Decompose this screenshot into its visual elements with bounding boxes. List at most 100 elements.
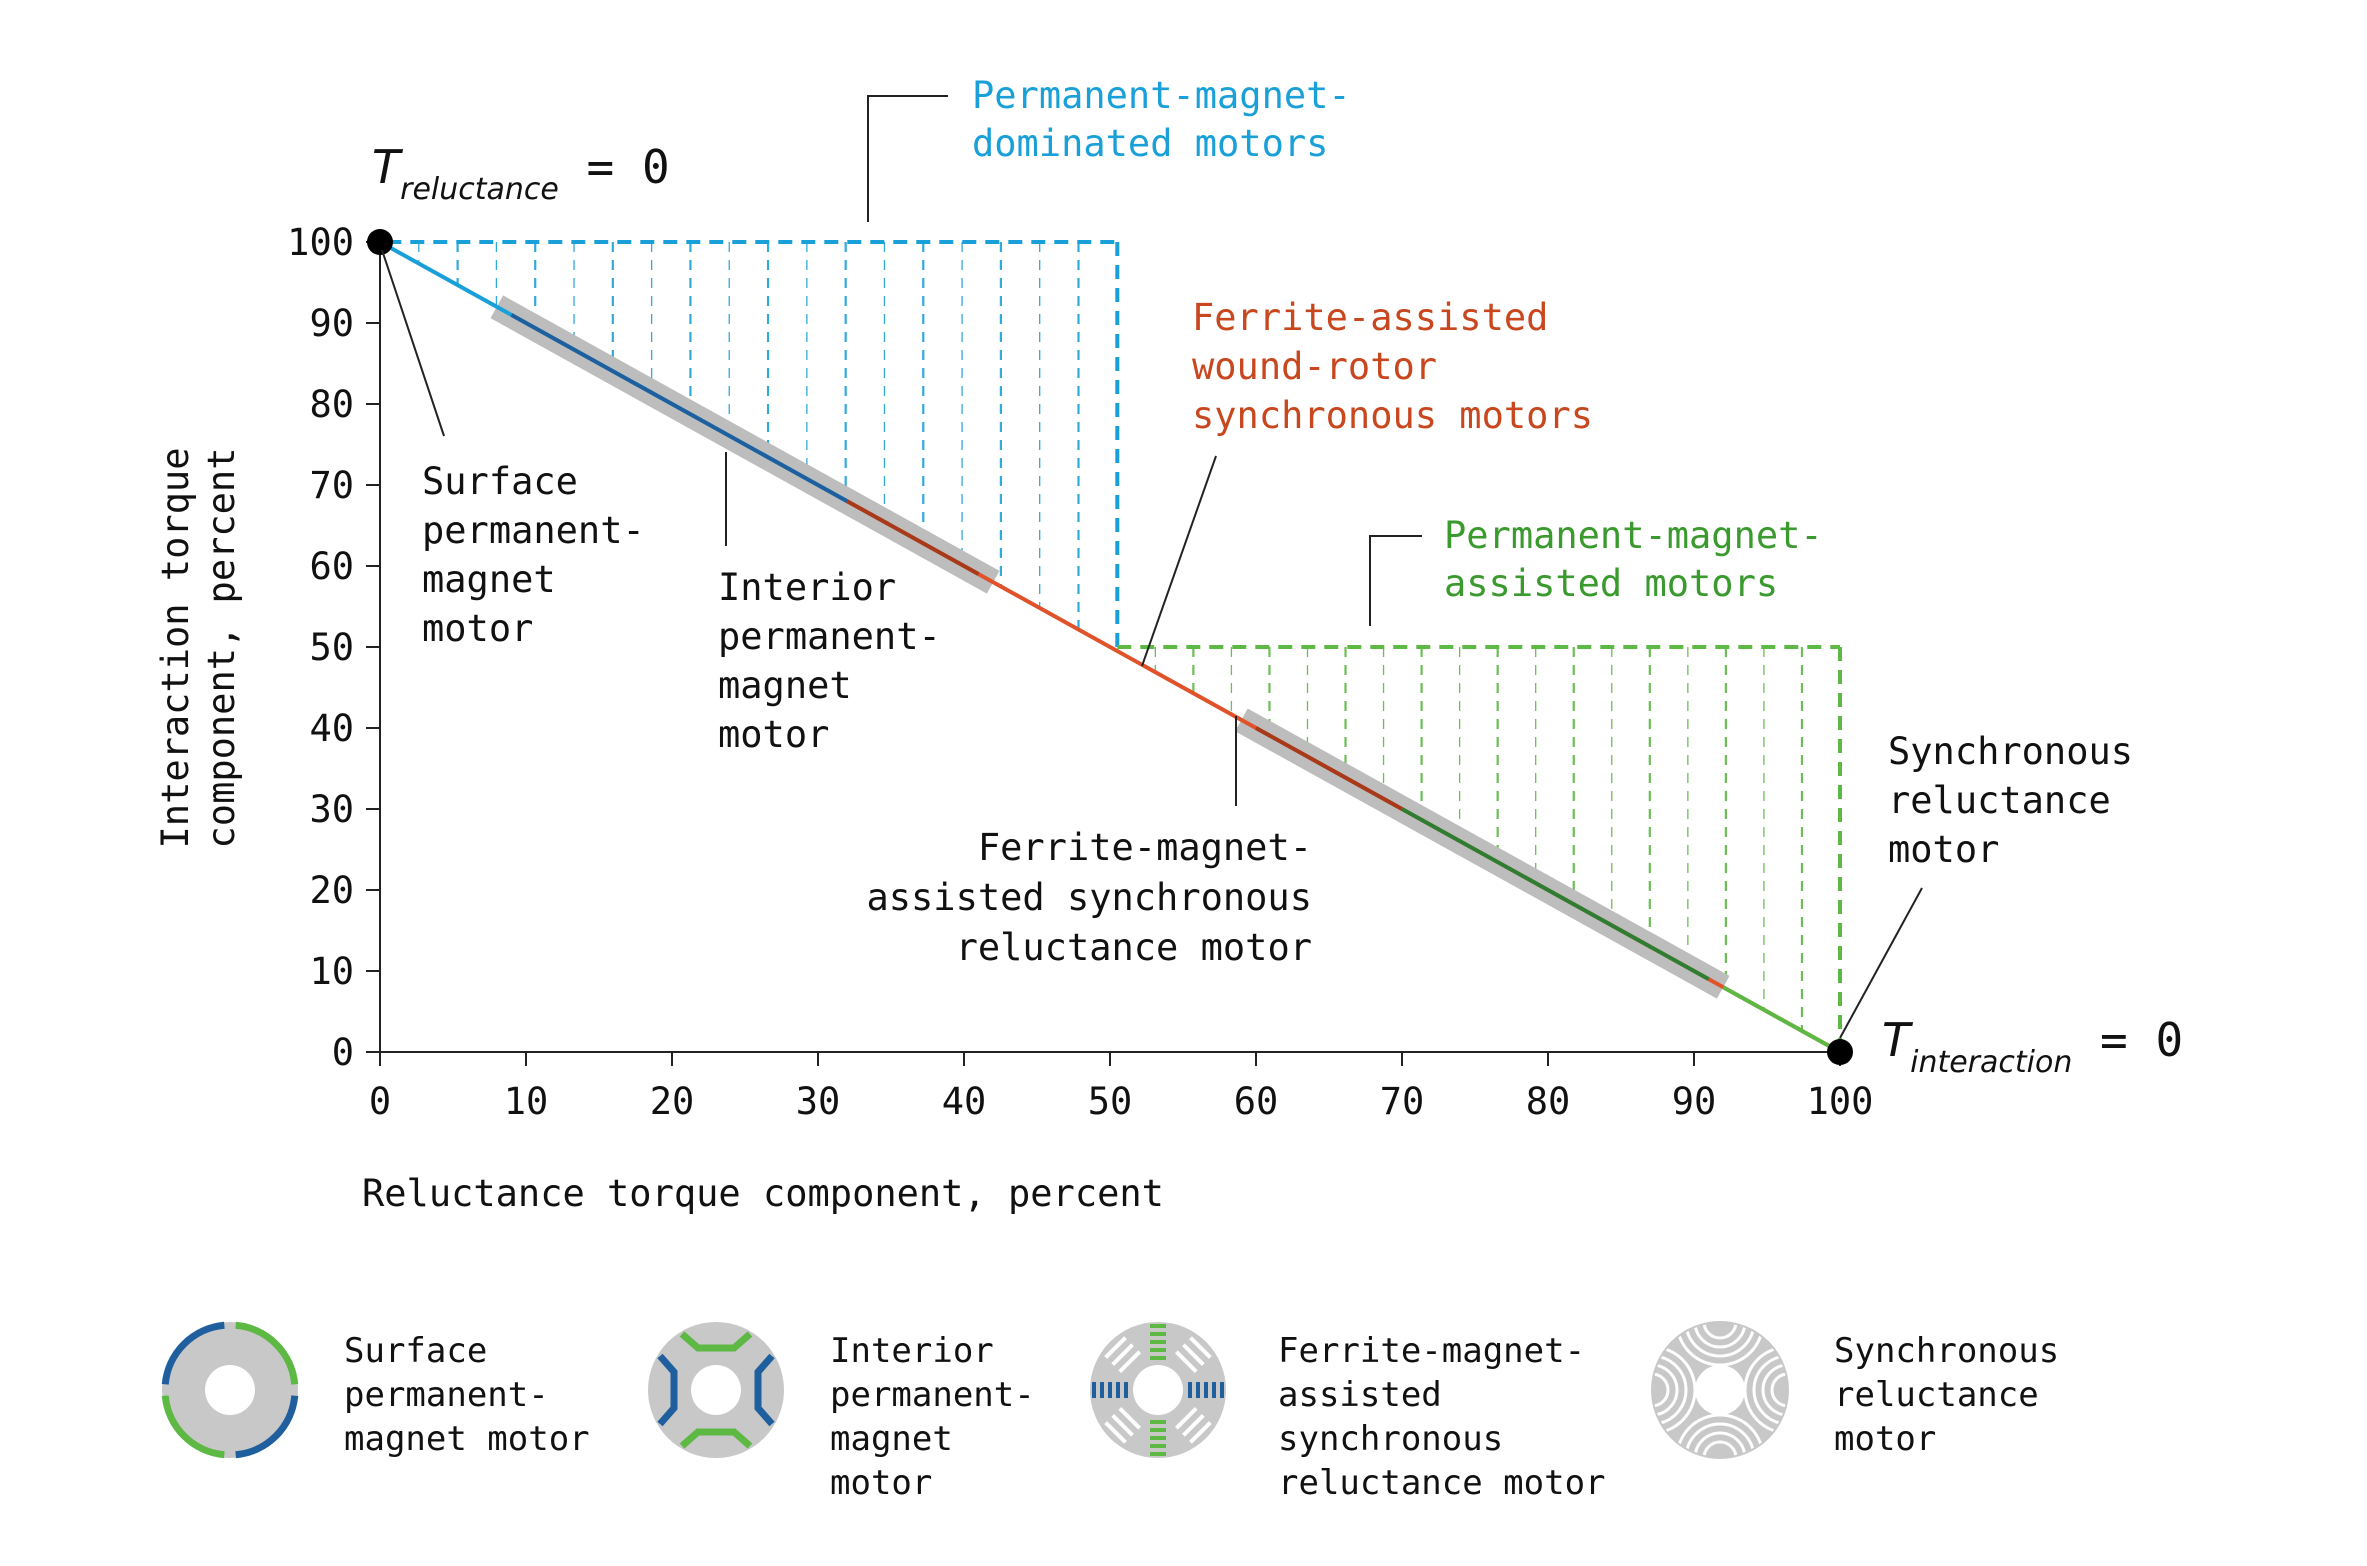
legend-label-line: Ferrite-magnet- xyxy=(1278,1331,1585,1371)
magnet-bar xyxy=(679,1428,753,1449)
flux-barrier-arc xyxy=(1684,1422,1756,1494)
equals-zero: = 0 xyxy=(559,140,670,194)
leader-line xyxy=(867,95,948,222)
leader-line xyxy=(1839,887,1923,1039)
rotor-shaft xyxy=(205,1365,255,1415)
x-tick-label: 80 xyxy=(1526,1080,1571,1123)
series-segment-inband xyxy=(846,499,980,576)
leader-line xyxy=(381,249,445,437)
interior-pm-label-line: motor xyxy=(718,713,829,756)
x-tick-label: 100 xyxy=(1807,1080,1874,1123)
magnet-stripe xyxy=(1150,1452,1166,1456)
flux-barrier-arc xyxy=(1693,1295,1747,1349)
surface-pm-label-line: magnet xyxy=(422,558,556,601)
symbol-t: T xyxy=(372,140,404,194)
magnet-stripe xyxy=(1150,1444,1166,1448)
flux-barrier xyxy=(1111,1343,1134,1366)
flux-barrier-arc xyxy=(1616,1354,1688,1426)
flux-barrier-arc xyxy=(1607,1345,1697,1435)
y-axis-title-line: Interaction torque xyxy=(154,448,197,849)
magnet-arc xyxy=(235,1321,299,1385)
legend-label-line: Synchronous xyxy=(1834,1331,2059,1371)
magnet-stripe xyxy=(1124,1382,1128,1398)
legend-label-line: motor xyxy=(830,1463,932,1503)
leader-line xyxy=(1141,455,1217,667)
flux-barrier xyxy=(1174,1350,1198,1374)
flux-barrier-arc xyxy=(1770,1372,1806,1408)
magnet-arc xyxy=(235,1395,299,1459)
y-tick-label: 0 xyxy=(332,1031,354,1074)
magnet-arc xyxy=(161,1321,225,1385)
magnet-stripe xyxy=(1116,1382,1120,1398)
y-tick-label: 70 xyxy=(309,464,354,507)
series-line xyxy=(367,229,1853,1065)
synrel-label-line: reluctance xyxy=(1888,779,2111,822)
x-tick-label: 50 xyxy=(1088,1080,1133,1123)
legend-label-line: Interior xyxy=(830,1331,994,1371)
rotor-shaft xyxy=(691,1365,741,1415)
rotor-rim xyxy=(1651,1321,1789,1459)
magnet-stripe xyxy=(1150,1332,1166,1336)
flux-barrier-arc xyxy=(1625,1363,1679,1417)
x-axis-title: Reluctance torque component, percent xyxy=(362,1172,1164,1215)
ferrite-syn-label-line: Ferrite-magnet- xyxy=(978,826,1312,869)
y-tick-label: 100 xyxy=(287,221,354,264)
y-tick-label: 40 xyxy=(309,707,354,750)
ferrite-wound-label-line: wound-rotor xyxy=(1192,345,1437,388)
y-tick-label: 10 xyxy=(309,950,354,993)
symbol-t: T xyxy=(1882,1013,1914,1067)
axes: 0 10 20 30 40 50 60 70 80 90 100 0 10 20 30 40 50 60 70 80 9… xyxy=(154,221,1873,1215)
rotor-shaft xyxy=(1695,1365,1745,1415)
surface-pm-label-line: motor xyxy=(422,607,533,650)
flux-barrier xyxy=(1104,1421,1127,1444)
synrel-label-line: motor xyxy=(1888,828,1999,871)
flux-barrier-arc xyxy=(1634,1372,1670,1408)
magnet-stripe xyxy=(1150,1436,1166,1440)
pm-dominated-label-line: dominated motors xyxy=(972,122,1328,165)
ferrite-rotor-icon xyxy=(1090,1322,1226,1458)
synrel-rotor-icon xyxy=(1607,1277,1833,1503)
series-segment xyxy=(1722,985,1841,1054)
flux-barrier xyxy=(1118,1350,1142,1374)
legend-label-line: synchronous xyxy=(1278,1419,1503,1459)
x-tick-label: 40 xyxy=(942,1080,987,1123)
legend-label-line: reluctance xyxy=(1834,1375,2039,1415)
y-tick-label: 90 xyxy=(309,302,354,345)
flux-barrier-arc xyxy=(1675,1413,1765,1503)
y-tick-label: 80 xyxy=(309,383,354,426)
t-interaction-label: Tinteraction = 0 xyxy=(1882,1013,2183,1080)
y-axis-title-line: component, percent xyxy=(200,448,243,849)
shaded-regions xyxy=(387,240,1842,1052)
flux-barrier-arc xyxy=(1702,1304,1738,1340)
series-segment-inband xyxy=(1401,807,1710,981)
x-tick-label: 30 xyxy=(796,1080,841,1123)
flux-barrier xyxy=(1118,1406,1142,1430)
x-tick-label: 10 xyxy=(504,1080,549,1123)
ferrite-syn-label-line: assisted synchronous xyxy=(866,876,1312,919)
magnet-bar xyxy=(754,1353,775,1427)
y-tick-label: 60 xyxy=(309,545,354,588)
flux-barrier-arc xyxy=(1752,1354,1824,1426)
ferrite-wound-label-line: Ferrite-assisted xyxy=(1192,296,1548,339)
flux-barrier-arc xyxy=(1693,1431,1747,1485)
y-axis-title: Interaction torque component, percent xyxy=(154,448,243,849)
magnet-stripe xyxy=(1220,1382,1224,1398)
surface-pm-label-line: permanent- xyxy=(422,509,645,552)
flux-barrier xyxy=(1189,1336,1212,1359)
legend-label-line: permanent- xyxy=(830,1375,1035,1415)
pm-assisted-label-line: Permanent-magnet- xyxy=(1444,514,1823,557)
leader-line xyxy=(1369,535,1422,626)
magnet-stripe xyxy=(1150,1348,1166,1352)
flux-barrier xyxy=(1104,1336,1127,1359)
x-tick-label: 90 xyxy=(1672,1080,1717,1123)
flux-barrier-arc xyxy=(1761,1363,1815,1417)
magnet-stripe xyxy=(1092,1382,1096,1398)
magnet-stripe xyxy=(1204,1382,1208,1398)
magnet-arc xyxy=(161,1395,225,1459)
series-segment-inband xyxy=(510,313,849,503)
t-reluctance-label: Treluctance = 0 xyxy=(372,140,670,207)
rotor-shaft xyxy=(1133,1365,1183,1415)
subscript: interaction xyxy=(1910,1045,2072,1080)
